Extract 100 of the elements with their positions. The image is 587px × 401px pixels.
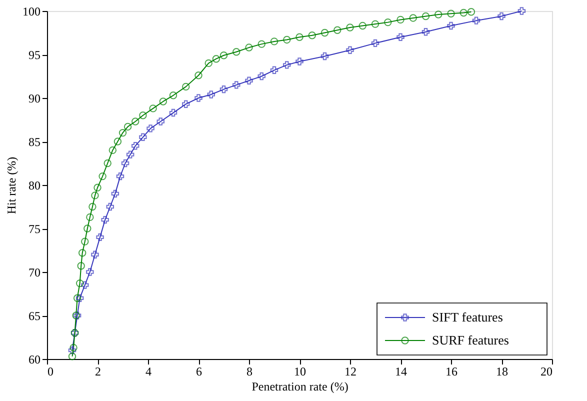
point: [156, 118, 164, 126]
point: [467, 8, 476, 16]
point: [169, 108, 178, 117]
point: [146, 124, 154, 132]
point: [108, 146, 117, 154]
point: [139, 112, 147, 120]
point: [232, 81, 240, 89]
point: [258, 72, 266, 80]
x-tick-label: 2: [95, 364, 101, 378]
x-tick-label: 6: [196, 364, 202, 378]
point: [207, 90, 215, 98]
point: [124, 122, 132, 131]
point: [76, 279, 84, 288]
x-tick-label: 0: [48, 364, 54, 378]
point: [73, 294, 82, 302]
point: [245, 76, 253, 84]
point: [159, 98, 168, 106]
y-tick-label: 70: [28, 266, 40, 280]
point: [308, 32, 316, 40]
point: [320, 52, 329, 60]
point: [346, 24, 354, 32]
legend-label: SURF features: [432, 332, 509, 348]
x-tick-label: 16: [446, 364, 458, 378]
point: [194, 94, 202, 102]
point: [86, 213, 94, 222]
point: [245, 44, 253, 52]
point: [182, 82, 190, 91]
point: [434, 10, 442, 18]
point: [283, 36, 291, 44]
point: [132, 142, 140, 150]
point: [98, 172, 106, 180]
y-tick-label: 95: [28, 48, 40, 62]
point: [149, 104, 157, 112]
point: [84, 224, 92, 232]
x-tick-label: 20: [540, 364, 552, 378]
point: [320, 28, 329, 37]
y-tick-label: 85: [28, 135, 40, 149]
point: [358, 22, 366, 30]
x-tick-label: 14: [395, 364, 407, 378]
point: [447, 10, 455, 18]
point: [76, 294, 84, 302]
point: [116, 172, 124, 180]
point: [81, 238, 89, 246]
point: [91, 250, 99, 258]
point: [78, 249, 86, 257]
point: [77, 262, 85, 270]
point: [139, 133, 147, 142]
point: [86, 268, 94, 276]
point: [220, 52, 228, 60]
point: [396, 33, 404, 41]
point: [121, 159, 130, 168]
point: [296, 58, 304, 66]
point: [68, 346, 76, 354]
point: [94, 184, 102, 192]
point: [346, 46, 354, 54]
point: [472, 16, 480, 24]
point: [169, 92, 178, 100]
x-tick-label: 12: [344, 364, 356, 378]
y-tick-label: 65: [28, 309, 40, 323]
point: [70, 344, 78, 352]
point: [91, 192, 99, 200]
y-tick-label: 80: [28, 178, 40, 192]
point: [81, 281, 89, 289]
point: [518, 7, 526, 15]
point: [270, 38, 278, 46]
point: [498, 12, 506, 20]
legend-label: SIFT features: [432, 310, 503, 324]
point: [232, 48, 240, 56]
point: [270, 66, 278, 74]
y-tick-label: 100: [22, 4, 40, 18]
point: [106, 202, 114, 211]
point: [182, 100, 190, 108]
point: [422, 12, 430, 20]
point: [194, 72, 202, 80]
point: [104, 159, 112, 168]
y-tick-label: 90: [28, 92, 40, 106]
point: [220, 85, 228, 94]
point: [396, 16, 404, 24]
point: [409, 14, 417, 22]
x-axis-title: Penetration rate (%): [252, 380, 348, 394]
point: [68, 352, 76, 360]
point: [296, 33, 304, 41]
point: [371, 20, 380, 28]
point: [460, 8, 468, 17]
x-tick-label: 18: [496, 364, 508, 378]
point: [96, 233, 104, 242]
point: [101, 216, 109, 224]
point: [283, 61, 291, 69]
x-tick-label: 10: [294, 364, 306, 378]
y-axis-title: Hit rate (%): [4, 156, 18, 214]
x-tick-label: 4: [146, 364, 152, 378]
point: [111, 190, 120, 198]
point: [126, 150, 134, 158]
point: [334, 26, 342, 34]
point: [422, 28, 430, 36]
y-tick-label: 60: [28, 352, 40, 366]
point: [88, 202, 96, 211]
point: [371, 39, 380, 48]
point: [447, 22, 455, 30]
x-tick-label: 8: [246, 364, 252, 378]
